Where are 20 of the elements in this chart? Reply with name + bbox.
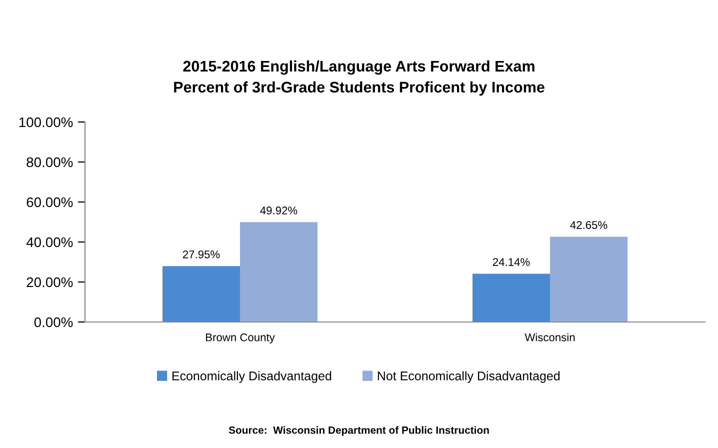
legend-label: Not Economically Disadvantaged	[378, 371, 560, 383]
bar	[472, 274, 550, 322]
data-label: 42.65%	[570, 221, 608, 229]
y-tick-label: 20.00%	[26, 277, 73, 288]
bar	[162, 266, 240, 322]
source-note: Source: Wisconsin Department of Public Instruction	[228, 426, 489, 436]
y-tick-label: 40.00%	[26, 237, 73, 248]
y-tick-label: 60.00%	[26, 197, 73, 208]
chart-title: 2015-2016 English/Language Arts Forward Exam Percent of 3rd-Grade Students Proficent by Income	[174, 60, 544, 96]
data-label: 24.14%	[492, 258, 530, 266]
y-tick-label: 100.00%	[19, 117, 73, 128]
bar	[550, 236, 628, 322]
legend-label: Economically Disadvantaged	[172, 371, 332, 383]
y-tick-label: 80.00%	[26, 157, 73, 168]
data-label: 49.92%	[260, 206, 298, 214]
bar	[240, 222, 318, 322]
data-label: 27.95%	[182, 250, 220, 258]
x-tick-label: Brown County	[206, 333, 275, 344]
x-tick-label: Wisconsin	[524, 333, 575, 342]
y-tick-label: 0.00%	[34, 317, 73, 328]
